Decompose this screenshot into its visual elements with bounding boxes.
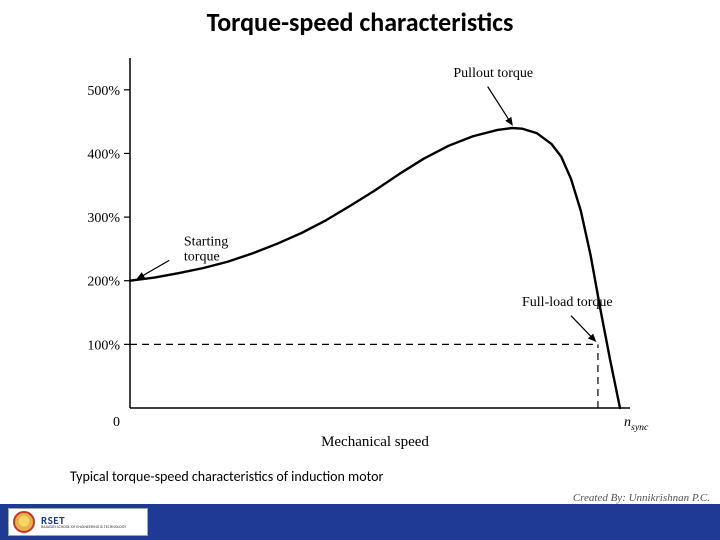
logo-subtitle: RAJAGIRI SCHOOL OF ENGINEERING & TECHNOL… [41, 526, 126, 530]
svg-text:Mechanical speed: Mechanical speed [321, 434, 429, 450]
logo-box: RSET RAJAGIRI SCHOOL OF ENGINEERING & TE… [8, 508, 148, 536]
page-title: Torque-speed characteristics [0, 6, 720, 38]
logo-acronym: RSET [41, 515, 126, 526]
logo-medallion-icon [13, 511, 35, 533]
svg-text:Pullout torque: Pullout torque [453, 66, 533, 81]
logo-text: RSET RAJAGIRI SCHOOL OF ENGINEERING & TE… [41, 515, 126, 530]
torque-speed-chart: 100% 200% 300% 400% 500% 0 nsync Mechanical spe… [60, 48, 660, 458]
created-by-label: Created By: Unnikrishnan P.C. [573, 492, 710, 504]
chart-caption: Typical torque-speed characteristics of … [70, 468, 383, 485]
title-text: Torque-speed characteristics [207, 6, 514, 38]
chart-svg: 100% 200% 300% 400% 500% 0 nsync Mechanical spe… [60, 48, 660, 458]
svg-text:nsync: nsync [624, 415, 649, 433]
caption-text: Typical torque-speed characteristics of … [70, 468, 383, 485]
svg-text:Full-load torque: Full-load torque [522, 295, 613, 310]
svg-text:100%: 100% [87, 338, 120, 353]
svg-text:200%: 200% [87, 275, 120, 290]
svg-text:0: 0 [113, 415, 120, 430]
svg-text:300%: 300% [87, 211, 120, 226]
svg-text:400%: 400% [87, 147, 120, 162]
svg-text:500%: 500% [87, 84, 120, 99]
footer-bar: RSET RAJAGIRI SCHOOL OF ENGINEERING & TE… [0, 504, 720, 540]
created-by-text: Created By: Unnikrishnan P.C. [573, 492, 710, 504]
svg-text:Startingtorque: Startingtorque [184, 235, 228, 265]
